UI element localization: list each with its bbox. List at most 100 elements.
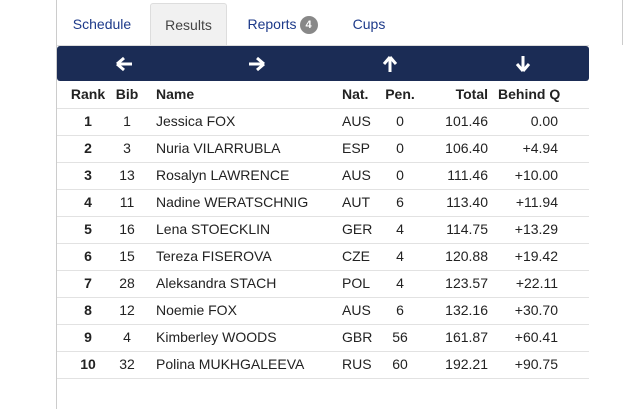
badge: 4	[299, 16, 318, 35]
column-header: Name	[156, 86, 195, 102]
table-cell: 114.75	[446, 221, 488, 237]
table-cell: Kimberley WOODS	[156, 329, 277, 345]
row-divider	[57, 297, 589, 298]
arrow-up	[382, 55, 397, 72]
table-cell: 4	[84, 194, 92, 210]
table-cell: 3	[123, 140, 131, 156]
next-button[interactable]	[190, 46, 323, 81]
table-cell: Noemie FOX	[156, 302, 237, 318]
table-cell: 10	[80, 356, 96, 372]
table-cell: 56	[392, 329, 408, 345]
table-cell: RUS	[342, 356, 372, 372]
column-header: Pen.	[385, 86, 415, 102]
table-cell: 12	[119, 302, 135, 318]
column-header: Bib	[115, 86, 139, 102]
table-cell: +13.29	[514, 221, 558, 237]
table-cell: 132.16	[445, 302, 488, 318]
table-cell: 101.46	[445, 113, 488, 129]
row-divider	[57, 243, 589, 244]
table-cell: 6	[396, 302, 404, 318]
table-cell: 106.40	[445, 140, 488, 156]
table-cell: +4.94	[522, 140, 558, 156]
table-cell: GER	[342, 221, 373, 237]
table-cell: 192.21	[445, 356, 488, 372]
down-button[interactable]	[456, 46, 589, 81]
row-divider	[57, 216, 589, 217]
table-cell: 5	[84, 221, 92, 237]
table-cell: 4	[396, 221, 404, 237]
row-divider	[57, 108, 589, 109]
table-cell: Jessica FOX	[156, 113, 236, 129]
right-edge	[622, 0, 623, 45]
row-divider	[57, 189, 589, 190]
tab[interactable]: Cups	[352, 16, 386, 32]
tab-border	[57, 45, 589, 46]
row-divider	[57, 324, 589, 325]
row-divider	[57, 351, 589, 352]
column-header: Rank	[70, 86, 106, 102]
table-cell: 7	[84, 275, 92, 291]
row-divider	[57, 162, 589, 163]
table-cell: 1	[123, 113, 131, 129]
arrow-left	[115, 56, 132, 71]
table-cell: AUT	[342, 194, 370, 210]
column-header: Nat.	[342, 86, 369, 102]
table-cell: 0.00	[530, 113, 558, 129]
table-cell: ESP	[342, 140, 371, 156]
table-cell: 120.88	[445, 248, 488, 264]
table-cell: 16	[119, 221, 135, 237]
tab-label: Reports	[247, 16, 297, 32]
table-cell: 32	[119, 356, 135, 372]
table-cell: 11	[119, 194, 135, 210]
column-header: Behind Q	[498, 86, 561, 102]
arrow-down	[515, 55, 530, 72]
table-cell: +10.00	[514, 167, 558, 183]
table-cell: 111.46	[447, 167, 488, 183]
table-cell: +19.42	[514, 248, 558, 264]
table-cell: 4	[396, 248, 404, 264]
table-cell: CZE	[342, 248, 370, 264]
tab[interactable]: Reports 4	[240, 3, 325, 45]
table-cell: Aleksandra STACH	[156, 275, 277, 291]
table-cell: Rosalyn LAWRENCE	[156, 167, 290, 183]
table-cell: 6	[84, 248, 92, 264]
table-cell: Nadine WERATSCHNIG	[156, 194, 309, 210]
tab-active[interactable]: Results	[150, 3, 227, 45]
table-cell: 15	[119, 248, 135, 264]
table-cell: Tereza FISEROVA	[156, 248, 272, 264]
arrow-right	[248, 56, 265, 71]
table-cell: 28	[119, 275, 135, 291]
table-cell: AUS	[342, 167, 371, 183]
table-cell: 0	[396, 113, 404, 129]
table-cell: Lena STOECKLIN	[156, 221, 271, 237]
table-cell: 4	[396, 275, 404, 291]
row-divider	[57, 270, 589, 271]
table-cell: +30.70	[514, 302, 558, 318]
table-cell: +60.41	[514, 329, 558, 345]
row-divider	[57, 135, 589, 136]
tab[interactable]: Schedule	[72, 16, 132, 32]
table-cell: 6	[396, 194, 404, 210]
table-cell: 4	[123, 329, 131, 345]
left-border	[56, 0, 57, 409]
table-cell: Nuria VILARRUBLA	[156, 140, 281, 156]
table-cell: 0	[396, 140, 404, 156]
up-button[interactable]	[323, 46, 456, 81]
table-cell: +22.11	[515, 275, 558, 291]
table-cell: 60	[392, 356, 408, 372]
table-cell: 2	[84, 140, 92, 156]
table-cell: 161.87	[445, 329, 488, 345]
table-cell: +11.94	[515, 194, 558, 210]
table-cell: 0	[396, 167, 404, 183]
column-header: Total	[455, 86, 488, 102]
row-divider	[57, 378, 589, 379]
table-cell: AUS	[342, 113, 371, 129]
table-cell: +90.75	[514, 356, 558, 372]
table-cell: GBR	[342, 329, 373, 345]
table-cell: 13	[119, 167, 135, 183]
table-cell: 113.40	[446, 194, 488, 210]
prev-button[interactable]	[57, 46, 190, 81]
table-cell: 1	[84, 113, 92, 129]
table-cell: 9	[84, 329, 92, 345]
